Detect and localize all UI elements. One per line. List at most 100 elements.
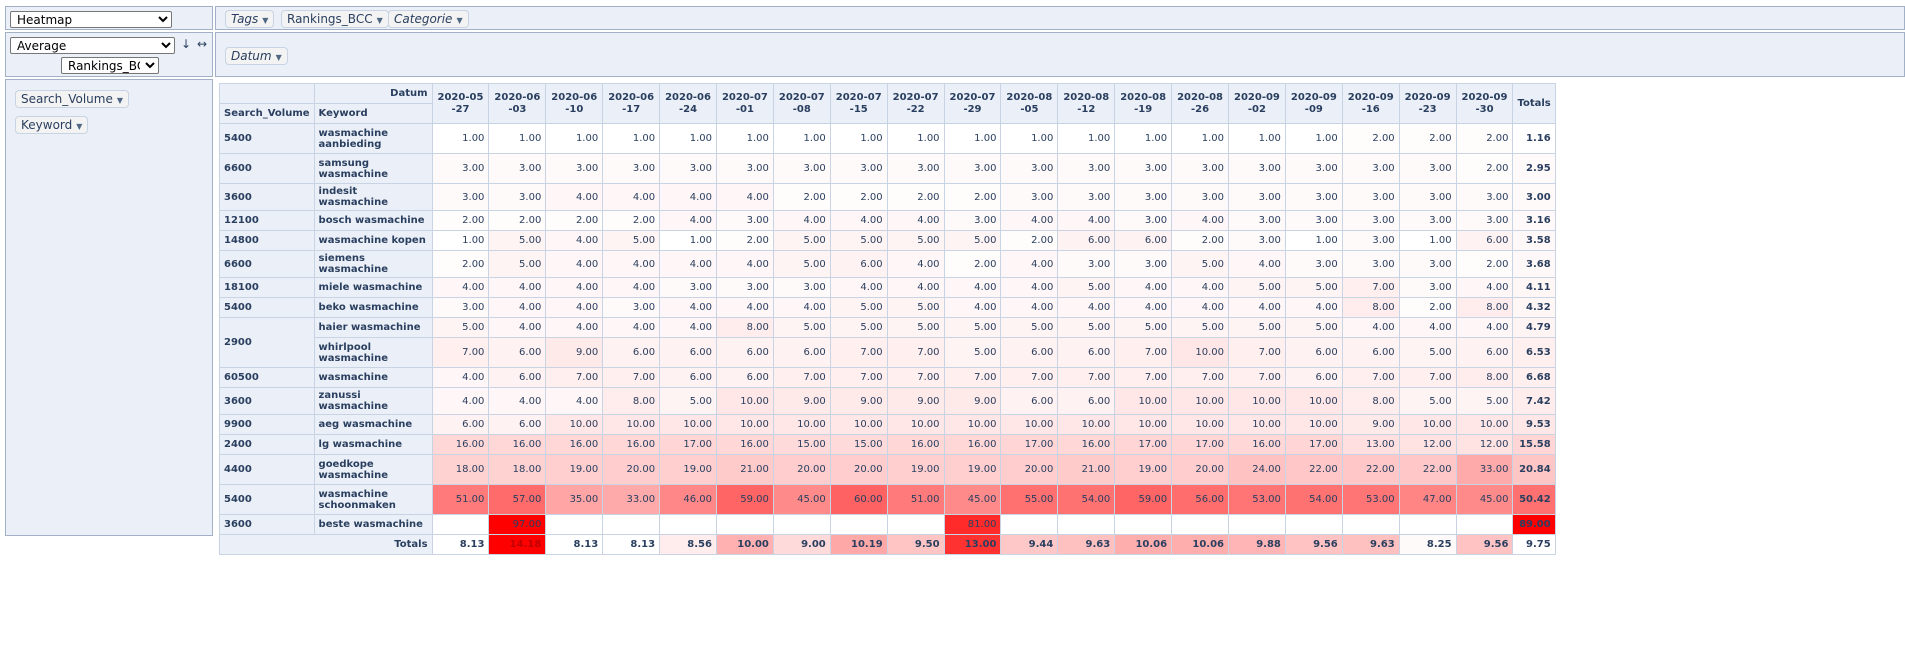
table-cell: 81.00 <box>943 514 1002 535</box>
table-cell: 2.00 <box>1341 123 1400 154</box>
field-rankings-bcc[interactable]: Rankings_BCC ▼ <box>281 10 389 28</box>
table-cell: 17.00 <box>1114 434 1173 455</box>
value-field-select[interactable]: Rankings_BCC <box>61 57 159 74</box>
table-cell: 4.00 <box>1455 277 1514 298</box>
table-cell: 10.00 <box>1228 414 1286 435</box>
col-total-cell: 8.25 <box>1398 534 1457 555</box>
table-cell: 3.00 <box>1114 210 1173 231</box>
table-cell: 7.00 <box>545 367 604 388</box>
col-header-date[interactable]: 2020-06-17 <box>602 83 661 124</box>
table-cell: 19.00 <box>943 454 1002 485</box>
col-header-date[interactable]: 2020-06-24 <box>659 83 717 124</box>
table-cell: 17.00 <box>659 434 717 455</box>
col-header-date[interactable]: 2020-06-03 <box>488 83 547 124</box>
table-cell: 3.00 <box>715 277 774 298</box>
row-header-volume: 5400 <box>219 297 315 318</box>
col-field-datum[interactable]: Datum ▼ <box>225 47 288 65</box>
col-header-date[interactable]: 2020-09-09 <box>1284 83 1343 124</box>
table-cell: 3.00 <box>1341 153 1400 184</box>
table-cell: 4.00 <box>1171 297 1229 318</box>
table-cell: 4.00 <box>602 277 661 298</box>
col-total-cell: 14.18 <box>488 534 547 555</box>
table-cell: 3.00 <box>1398 277 1457 298</box>
table-cell: 1.00 <box>431 230 490 251</box>
row-total-cell: 4.32 <box>1512 297 1556 318</box>
table-cell: 8.00 <box>715 317 774 338</box>
table-cell: 10.00 <box>1114 387 1173 415</box>
col-header-date[interactable]: 2020-09-02 <box>1228 83 1286 124</box>
table-cell: 4.00 <box>1114 297 1173 318</box>
renderer-select[interactable]: Heatmap <box>10 11 172 28</box>
table-cell: 5.00 <box>1114 317 1173 338</box>
row-field-keyword[interactable]: Keyword ▼ <box>15 116 89 134</box>
table-cell: 3.00 <box>1228 153 1286 184</box>
row-header-volume: 3600 <box>219 514 315 535</box>
table-cell: 1.00 <box>886 123 945 154</box>
row-order-icon[interactable]: ↓ <box>181 37 192 51</box>
table-cell: 6.00 <box>1057 337 1116 368</box>
col-header-date[interactable]: 2020-07-01 <box>715 83 774 124</box>
col-header-date[interactable]: 2020-07-29 <box>943 83 1002 124</box>
table-cell: 3.00 <box>431 183 490 211</box>
row-header-keyword: wasmachine schoonmaken <box>313 484 433 515</box>
table-cell: 2.00 <box>1455 250 1514 278</box>
col-total-cell: 9.00 <box>772 534 831 555</box>
table-cell: 51.00 <box>431 484 490 515</box>
table-cell: 4.00 <box>545 230 604 251</box>
row-field-search-volume[interactable]: Search_Volume ▼ <box>15 90 130 108</box>
row-total-cell: 3.58 <box>1512 230 1556 251</box>
table-cell: 3.00 <box>545 153 604 184</box>
col-header-date[interactable]: 2020-05-27 <box>431 83 490 124</box>
swap-axes-icon[interactable]: ↔ <box>197 37 208 51</box>
table-cell: 6.00 <box>431 414 490 435</box>
table-cell <box>1398 514 1457 535</box>
field-categorie[interactable]: Categorie ▼ <box>388 10 469 28</box>
table-cell: 4.00 <box>1228 250 1286 278</box>
table-cell: 3.00 <box>1398 210 1457 231</box>
col-header-date[interactable]: 2020-08-05 <box>1000 83 1059 124</box>
table-cell: 3.00 <box>1455 210 1514 231</box>
table-cell: 4.00 <box>431 387 490 415</box>
col-header-date[interactable]: 2020-09-23 <box>1398 83 1457 124</box>
table-cell: 4.00 <box>602 317 661 338</box>
col-header-date[interactable]: 2020-08-12 <box>1057 83 1116 124</box>
table-cell: 10.00 <box>659 414 717 435</box>
table-cell: 5.00 <box>1284 317 1343 338</box>
table-cell: 7.00 <box>886 367 945 388</box>
col-header-date[interactable]: 2020-09-16 <box>1341 83 1400 124</box>
col-total-cell: 10.06 <box>1114 534 1173 555</box>
table-cell: 10.00 <box>1171 414 1229 435</box>
table-cell: 4.00 <box>715 250 774 278</box>
table-cell: 21.00 <box>715 454 774 485</box>
col-header-date[interactable]: 2020-06-10 <box>545 83 604 124</box>
table-cell: 3.00 <box>1398 250 1457 278</box>
col-header-date[interactable]: 2020-08-19 <box>1114 83 1173 124</box>
table-cell: 6.00 <box>1114 230 1173 251</box>
col-fields-panel: Datum ▼ <box>215 32 1905 77</box>
row-header-volume: 5400 <box>219 484 315 515</box>
table-cell: 4.00 <box>431 367 490 388</box>
col-header-date[interactable]: 2020-08-26 <box>1171 83 1229 124</box>
row-header-keyword: samsung wasmachine <box>313 153 433 184</box>
col-header-date[interactable]: 2020-09-30 <box>1455 83 1514 124</box>
table-cell: 55.00 <box>1000 484 1059 515</box>
table-cell <box>431 514 490 535</box>
field-tags[interactable]: Tags ▼ <box>225 10 275 28</box>
table-cell <box>1057 514 1116 535</box>
col-header-date[interactable]: 2020-07-22 <box>886 83 945 124</box>
table-cell: 16.00 <box>431 434 490 455</box>
table-cell: 3.00 <box>772 153 831 184</box>
row-total-cell: 3.16 <box>1512 210 1556 231</box>
table-cell: 8.00 <box>1455 297 1514 318</box>
row-header-keyword: beko wasmachine <box>313 297 433 318</box>
table-cell: 3.00 <box>659 153 717 184</box>
table-cell: 6.00 <box>488 414 547 435</box>
aggregator-select[interactable]: Average <box>10 37 175 54</box>
col-header-date[interactable]: 2020-07-15 <box>829 83 888 124</box>
table-cell: 9.00 <box>1341 414 1400 435</box>
table-cell: 10.00 <box>545 414 604 435</box>
row-header-volume: 12100 <box>219 210 315 231</box>
col-header-date[interactable]: 2020-07-08 <box>772 83 831 124</box>
table-cell: 20.00 <box>1171 454 1229 485</box>
table-cell: 4.00 <box>602 183 661 211</box>
